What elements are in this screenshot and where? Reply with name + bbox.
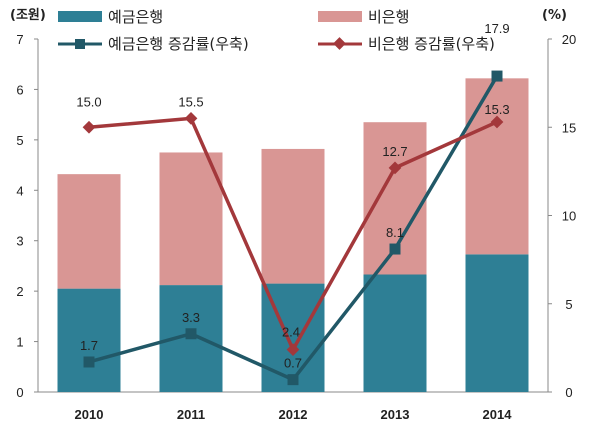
left-tick-label: 0 (16, 385, 23, 400)
data-label-non-bank-growth: 12.7 (382, 144, 407, 159)
data-label-non-bank-growth: 15.5 (178, 94, 203, 109)
legend-swatch-non-bank (318, 11, 362, 22)
bar-non-bank (159, 152, 223, 286)
bar-deposit-bank (57, 288, 121, 392)
legend-label-non-bank: 비은행 (368, 8, 409, 26)
left-tick-label: 4 (16, 183, 23, 198)
bar-deposit-bank (465, 254, 529, 392)
data-label-non-bank-growth: 15.3 (484, 102, 509, 117)
marker-non-bank-growth (388, 161, 402, 175)
legend-label-non-bank-growth: 비은행 증감률(우축) (368, 35, 495, 53)
marker-non-bank-growth (490, 115, 504, 129)
legend-label-deposit-bank: 예금은행 (108, 8, 163, 26)
right-tick-label: 10 (562, 209, 576, 224)
marker-deposit-bank-growth (287, 374, 299, 386)
legend-marker-non-bank-growth (333, 37, 346, 50)
bar-non-bank (465, 78, 529, 255)
x-tick-label: 2010 (75, 407, 104, 422)
marker-deposit-bank-growth (83, 356, 95, 368)
data-label-deposit-bank-growth: 0.7 (284, 356, 302, 371)
bar-non-bank (261, 148, 325, 284)
data-label-deposit-bank-growth: 8.1 (386, 225, 404, 240)
data-label-deposit-bank-growth: 17.9 (484, 21, 509, 36)
x-tick-label: 2014 (483, 407, 513, 422)
left-tick-label: 5 (16, 133, 23, 148)
right-tick-label: 20 (562, 32, 576, 47)
legend-swatch-deposit-bank (58, 11, 102, 22)
right-axis-unit: (%) (542, 8, 567, 23)
data-label-deposit-bank-growth: 1.7 (80, 338, 98, 353)
x-tick-label: 2011 (177, 407, 205, 422)
marker-deposit-bank-growth (491, 70, 503, 82)
left-axis-unit: (조원) (10, 8, 46, 23)
legend: 예금은행 비은행 예금은행 증감률(우축) 비은행 증감률(우축) (58, 8, 495, 53)
marker-non-bank-growth (82, 120, 96, 134)
legend-marker-deposit-bank-growth (75, 39, 85, 49)
left-tick-label: 3 (16, 234, 23, 249)
left-tick-label: 2 (16, 284, 23, 299)
marker-non-bank-growth (286, 343, 300, 357)
bar-deposit-bank (363, 274, 427, 392)
left-tick-label: 7 (16, 32, 23, 47)
legend-label-deposit-bank-growth: 예금은행 증감률(우축) (108, 35, 249, 53)
x-tick-label: 2012 (279, 407, 308, 422)
right-tick-label: 5 (565, 297, 572, 312)
right-tick-label: 0 (565, 385, 572, 400)
left-tick-label: 1 (16, 335, 23, 350)
right-tick-label: 15 (562, 120, 576, 135)
data-label-deposit-bank-growth: 3.3 (182, 310, 200, 325)
x-tick-label: 2013 (381, 407, 410, 422)
left-tick-label: 6 (16, 82, 23, 97)
marker-deposit-bank-growth (389, 243, 401, 255)
data-label-non-bank-growth: 15.0 (76, 94, 101, 109)
data-label-non-bank-growth: 2.4 (282, 325, 300, 340)
marker-non-bank-growth (184, 112, 198, 125)
marker-deposit-bank-growth (185, 328, 197, 340)
bar-non-bank (57, 174, 121, 289)
